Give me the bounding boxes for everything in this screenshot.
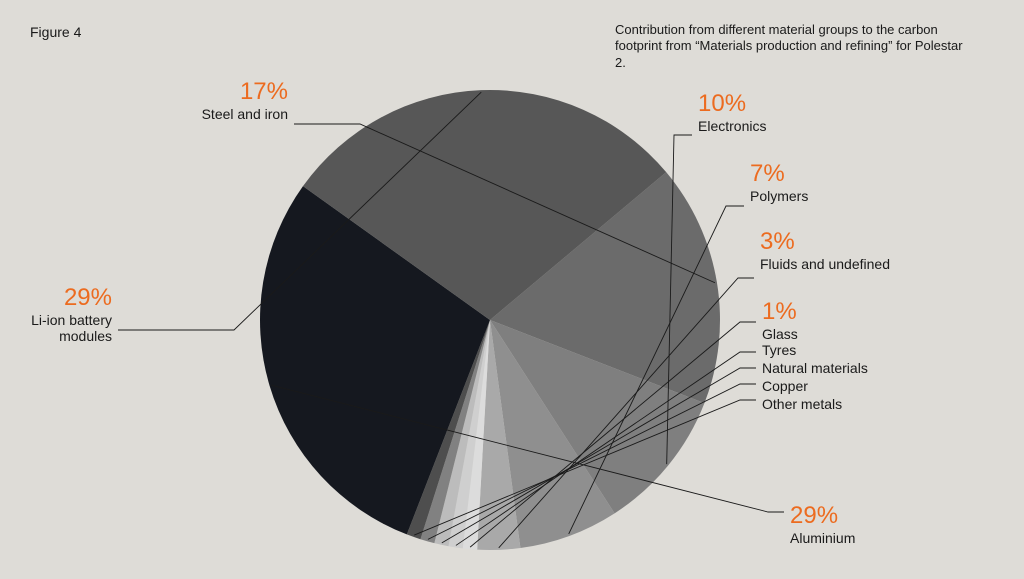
slice-name: Tyres: [762, 342, 796, 358]
pie-chart: [0, 0, 1024, 579]
slice-name: Steel and iron: [202, 106, 288, 122]
slice-label: 1%Glass: [762, 298, 798, 342]
slice-pct: 10%: [698, 90, 766, 118]
slice-pct: 3%: [760, 228, 890, 256]
slice-label: Natural materials: [762, 360, 868, 376]
slice-pct: 7%: [750, 160, 808, 188]
slice-name: Fluids and undefined: [760, 256, 890, 272]
slice-label: Other metals: [762, 396, 842, 412]
slice-name: Copper: [762, 378, 808, 394]
slice-name: Natural materials: [762, 360, 868, 376]
slice-name: Electronics: [698, 118, 766, 134]
slice-label: 3%Fluids and undefined: [760, 228, 890, 272]
slice-pct: 29%: [790, 502, 855, 530]
slice-label: 29%Li-ion batterymodules: [31, 284, 112, 344]
slice-label: 7%Polymers: [750, 160, 808, 204]
slice-pct: 17%: [202, 78, 288, 106]
slice-name: Li-ion batterymodules: [31, 312, 112, 344]
slice-pct: 29%: [31, 284, 112, 312]
slice-label: 10%Electronics: [698, 90, 766, 134]
slice-label: 17%Steel and iron: [202, 78, 288, 122]
slice-name: Polymers: [750, 188, 808, 204]
slice-name: Glass: [762, 326, 798, 342]
slice-pct: 1%: [762, 298, 798, 326]
slice-label: Tyres: [762, 342, 796, 358]
slice-name: Aluminium: [790, 530, 855, 546]
slice-label: 29%Aluminium: [790, 502, 855, 546]
slice-name: Other metals: [762, 396, 842, 412]
slice-label: Copper: [762, 378, 808, 394]
